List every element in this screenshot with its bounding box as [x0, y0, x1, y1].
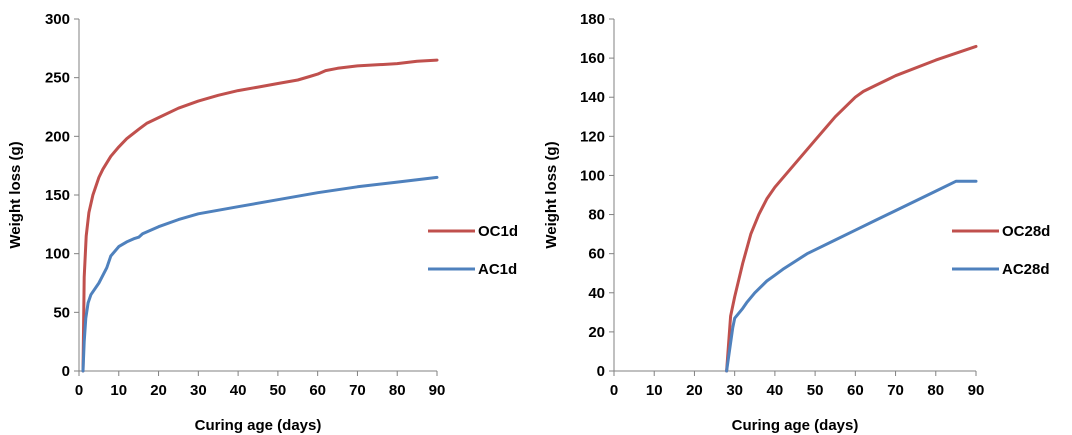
legend-label-oc28d: OC28d — [1002, 223, 1050, 240]
y-tick-label: 150 — [45, 187, 70, 204]
y-tick-label: 250 — [45, 70, 70, 87]
x-tick-label: 70 — [349, 382, 366, 399]
y-tick-label: 180 — [580, 11, 605, 28]
series-line-oc1d — [81, 58, 439, 373]
x-tick-label: 50 — [807, 382, 824, 399]
x-tick-label: 70 — [887, 382, 904, 399]
x-tick-label: 0 — [75, 382, 83, 399]
x-tick-label: 10 — [110, 382, 127, 399]
x-tick-label: 60 — [309, 382, 326, 399]
series-line-ac28d — [725, 179, 978, 373]
x-tick-label: 30 — [726, 382, 743, 399]
y-tick-label: 200 — [45, 128, 70, 145]
right-chart: 0 20 40 60 80 100 120 140 160 180 0 10 20 30 40 50 60 70 8… — [543, 11, 1050, 434]
y-tick-label: 60 — [588, 246, 605, 263]
x-tick-label: 80 — [389, 382, 406, 399]
x-tick-label: 40 — [230, 382, 247, 399]
y-tick-label: 140 — [580, 89, 605, 106]
y-tick-label: 160 — [580, 50, 605, 67]
y-tick-label: 120 — [580, 128, 605, 145]
legend-label-ac28d: AC28d — [1002, 261, 1050, 278]
x-tick-label: 40 — [767, 382, 784, 399]
y-tick-label: 100 — [45, 246, 70, 263]
x-tick-label: 80 — [927, 382, 944, 399]
y-tick-label: 300 — [45, 11, 70, 28]
x-tick-label: 30 — [190, 382, 207, 399]
left-chart: 0 50 100 150 200 250 300 0 10 20 30 40 50 60 70 80 90 Cur… — [7, 11, 518, 434]
x-tick-label: 20 — [686, 382, 703, 399]
y-tick-label: 40 — [588, 285, 605, 302]
y-tick-label: 0 — [62, 363, 70, 380]
x-axis-title: Curing age (days) — [195, 417, 322, 434]
x-tick-label: 10 — [646, 382, 663, 399]
x-tick-label: 90 — [429, 382, 446, 399]
x-tick-label: 20 — [150, 382, 167, 399]
legend-label-oc1d: OC1d — [478, 223, 518, 240]
x-tick-label: 60 — [847, 382, 864, 399]
x-tick-label: 90 — [968, 382, 985, 399]
y-tick-label: 20 — [588, 324, 605, 341]
y-tick-label: 100 — [580, 167, 605, 184]
x-tick-label: 0 — [610, 382, 618, 399]
legend-label-ac1d: AC1d — [478, 261, 517, 278]
y-axis-title: Weight loss (g) — [543, 141, 560, 248]
y-tick-label: 80 — [588, 207, 605, 224]
series-line-ac1d — [81, 175, 439, 373]
x-tick-label: 50 — [270, 382, 287, 399]
x-axis-title: Curing age (days) — [732, 417, 859, 434]
y-axis-title: Weight loss (g) — [7, 141, 24, 248]
y-tick-label: 0 — [597, 363, 605, 380]
y-tick-label: 50 — [53, 304, 70, 321]
series-line-oc28d — [725, 44, 978, 373]
